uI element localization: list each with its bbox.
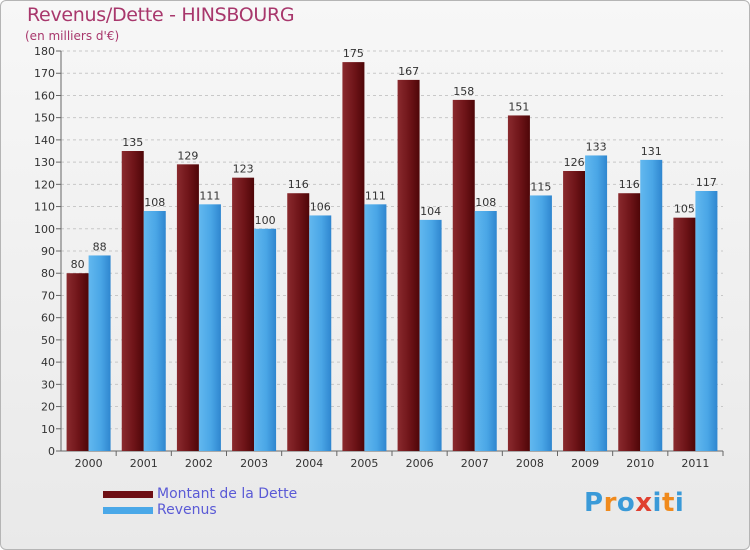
bar-revenus: [474, 211, 497, 451]
y-tick-label: 40: [41, 356, 55, 369]
x-tick-label: 2011: [681, 457, 709, 470]
value-label-debt: 151: [508, 100, 529, 113]
y-tick-label: 0: [48, 445, 55, 458]
value-label-debt: 116: [288, 178, 309, 191]
x-tick-label: 2007: [461, 457, 489, 470]
value-label-revenus: 106: [310, 200, 331, 213]
x-tick-label: 2001: [130, 457, 158, 470]
x-tick-label: 2006: [406, 457, 434, 470]
y-tick-label: 60: [41, 312, 55, 325]
bar-revenus: [143, 211, 166, 451]
y-tick-label: 90: [41, 245, 55, 258]
value-label-revenus: 108: [475, 196, 496, 209]
y-tick-label: 50: [41, 334, 55, 347]
bar-revenus: [529, 195, 552, 451]
bar-debt: [121, 151, 144, 451]
value-label-revenus: 133: [586, 140, 607, 153]
value-label-revenus: 117: [696, 176, 717, 189]
legend-swatch-revenus: [103, 507, 153, 514]
value-label-debt: 80: [71, 258, 85, 271]
logo-letter: i: [652, 488, 662, 518]
bar-revenus: [364, 204, 387, 451]
y-tick-label: 30: [41, 378, 55, 391]
bar-debt: [507, 115, 530, 451]
y-tick-label: 150: [34, 112, 55, 125]
value-label-revenus: 100: [255, 214, 276, 227]
bar-revenus: [309, 215, 332, 451]
bar-debt: [287, 193, 310, 451]
logo-letter: i: [674, 488, 685, 518]
value-label-revenus: 111: [199, 189, 220, 202]
grid-layer: [56, 50, 724, 456]
bar-debt: [673, 217, 696, 451]
bar-revenus: [198, 204, 221, 451]
y-tick-label: 20: [41, 401, 55, 414]
y-tick-label: 180: [34, 45, 55, 58]
x-tick-label: 2004: [295, 457, 323, 470]
bar-revenus: [88, 255, 111, 451]
proxiti-logo: Proxiti: [584, 488, 684, 518]
x-tick-label: 2009: [571, 457, 599, 470]
y-tick-label: 70: [41, 289, 55, 302]
bar-debt: [232, 177, 255, 451]
bar-revenus: [640, 159, 663, 451]
legend-label-debt: Montant de la Dette: [157, 486, 298, 502]
value-label-revenus: 108: [144, 196, 165, 209]
value-label-debt: 123: [233, 163, 254, 176]
bar-debt: [397, 79, 420, 451]
x-tick-label: 2008: [516, 457, 544, 470]
logo-letter: x: [635, 488, 653, 518]
y-tick-label: 140: [34, 134, 55, 147]
bar-debt: [176, 164, 199, 452]
value-label-debt: 105: [674, 203, 695, 216]
value-label-revenus: 115: [530, 180, 551, 193]
logo-letter: r: [603, 488, 617, 518]
value-label-debt: 116: [619, 178, 640, 191]
value-label-revenus: 131: [641, 145, 662, 158]
value-label-debt: 129: [177, 149, 198, 162]
y-tick-label: 170: [34, 67, 55, 80]
y-tick-label: 120: [34, 178, 55, 191]
y-tick-label: 160: [34, 89, 55, 102]
y-tick-label: 10: [41, 423, 55, 436]
bar-revenus: [585, 155, 608, 451]
value-label-revenus: 104: [420, 205, 441, 218]
value-label-revenus: 88: [93, 240, 107, 253]
bar-debt: [563, 171, 586, 451]
bar-debt: [452, 99, 475, 451]
y-tick-label: 80: [41, 267, 55, 280]
bar-debt: [342, 62, 365, 451]
chart-title: Revenus/Dette - HINSBOURG: [27, 4, 295, 26]
chart-subtitle: (en milliers d'€): [25, 29, 120, 43]
x-tick-label: 2005: [350, 457, 378, 470]
bar-revenus: [254, 228, 277, 451]
y-tick-label: 130: [34, 156, 55, 169]
x-tick-label: 2000: [75, 457, 103, 470]
value-label-debt: 167: [398, 65, 419, 78]
bar-revenus: [419, 219, 442, 451]
logo-letter: P: [584, 488, 604, 518]
value-label-debt: 175: [343, 47, 364, 60]
bar-revenus: [695, 191, 718, 451]
bar-debt: [66, 273, 89, 451]
legend-swatch-debt: [103, 491, 153, 498]
value-label-revenus: 111: [365, 189, 386, 202]
y-tick-label: 100: [34, 223, 55, 236]
labels-layer: 0 10 20 30 40 50 60 70 80 90 100 110 120 130 140 150 160…: [34, 45, 717, 470]
bar-debt: [618, 193, 641, 451]
bars-layer: [66, 62, 718, 452]
logo-letter: t: [661, 488, 675, 518]
logo-letter: o: [616, 488, 636, 518]
legend-label-revenus: Revenus: [157, 502, 217, 518]
y-tick-label: 110: [34, 201, 55, 214]
x-tick-label: 2002: [185, 457, 213, 470]
x-tick-label: 2010: [626, 457, 654, 470]
value-label-debt: 126: [564, 156, 585, 169]
value-label-debt: 135: [122, 136, 143, 149]
x-tick-label: 2003: [240, 457, 268, 470]
value-label-debt: 158: [453, 85, 474, 98]
